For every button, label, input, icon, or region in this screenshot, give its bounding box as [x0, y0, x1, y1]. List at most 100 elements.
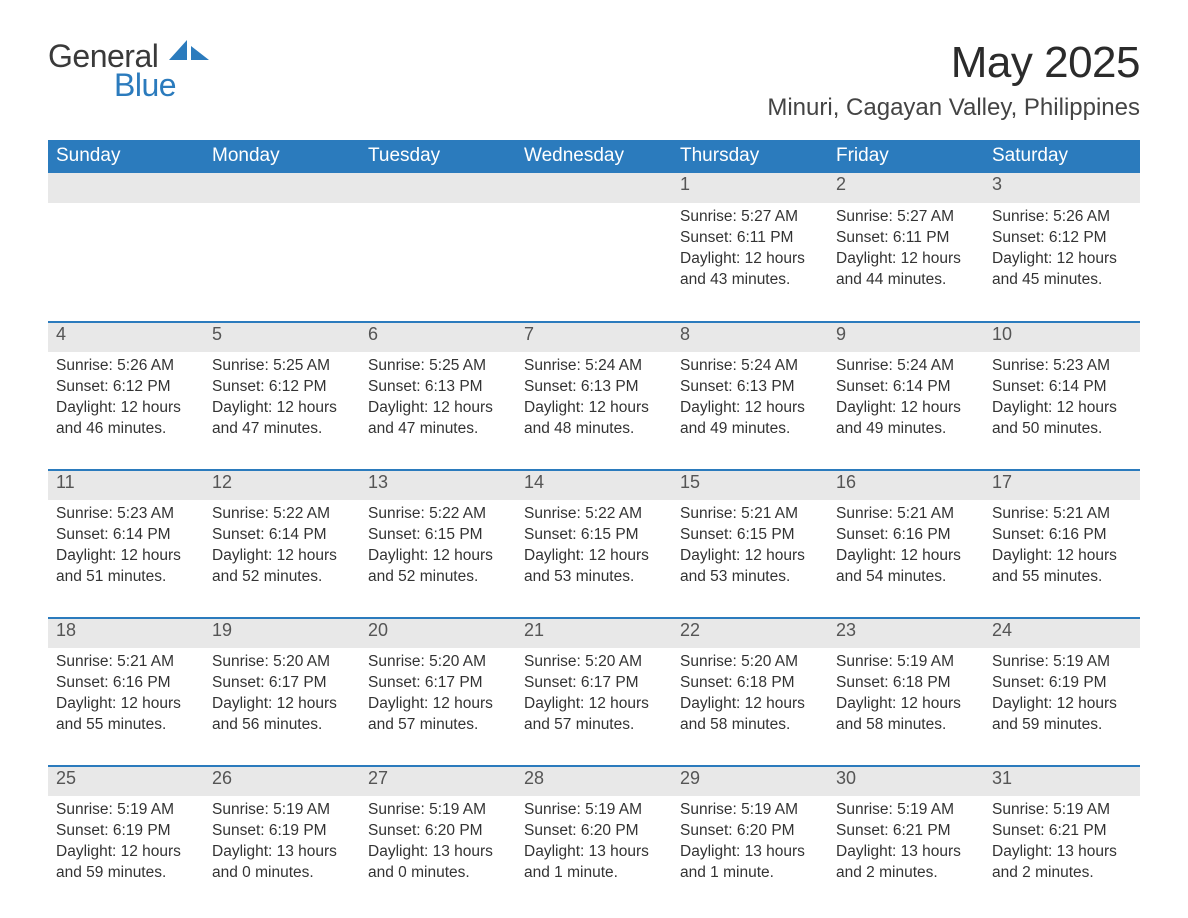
- day-cell: Sunrise: 5:24 AMSunset: 6:13 PMDaylight:…: [672, 352, 828, 449]
- sunset-line: Sunset: 6:20 PM: [680, 821, 822, 842]
- sunrise-line: Sunrise: 5:22 AM: [524, 504, 666, 525]
- daylight-line: Daylight: 12 hours and 59 minutes.: [56, 842, 198, 884]
- daylight-line: Daylight: 12 hours and 46 minutes.: [56, 398, 198, 440]
- dow-tuesday: Tuesday: [360, 140, 516, 173]
- day-number: 26: [204, 767, 360, 796]
- day-cell: Sunrise: 5:24 AMSunset: 6:14 PMDaylight:…: [828, 352, 984, 449]
- calendar: Sunday Monday Tuesday Wednesday Thursday…: [48, 140, 1140, 893]
- daylight-line: Daylight: 12 hours and 54 minutes.: [836, 546, 978, 588]
- daylight-line: Daylight: 12 hours and 57 minutes.: [524, 694, 666, 736]
- day-cell: Sunrise: 5:19 AMSunset: 6:20 PMDaylight:…: [360, 796, 516, 893]
- sunset-line: Sunset: 6:12 PM: [56, 377, 198, 398]
- title-block: May 2025 Minuri, Cagayan Valley, Philipp…: [767, 38, 1140, 122]
- day-cell: Sunrise: 5:23 AMSunset: 6:14 PMDaylight:…: [984, 352, 1140, 449]
- day-cell: Sunrise: 5:22 AMSunset: 6:14 PMDaylight:…: [204, 500, 360, 597]
- day-cell: Sunrise: 5:25 AMSunset: 6:13 PMDaylight:…: [360, 352, 516, 449]
- sunrise-line: Sunrise: 5:25 AM: [212, 356, 354, 377]
- day-number: 30: [828, 767, 984, 796]
- day-number: 4: [48, 323, 204, 352]
- day-number-strip: 45678910: [48, 323, 1140, 352]
- sunset-line: Sunset: 6:15 PM: [680, 525, 822, 546]
- sunset-line: Sunset: 6:17 PM: [368, 673, 510, 694]
- day-number: 8: [672, 323, 828, 352]
- month-title: May 2025: [767, 38, 1140, 88]
- sunset-line: Sunset: 6:14 PM: [212, 525, 354, 546]
- calendar-week: 45678910Sunrise: 5:26 AMSunset: 6:12 PMD…: [48, 321, 1140, 449]
- daylight-line: Daylight: 12 hours and 48 minutes.: [524, 398, 666, 440]
- day-cell: [48, 203, 204, 301]
- sunset-line: Sunset: 6:19 PM: [56, 821, 198, 842]
- sunrise-line: Sunrise: 5:22 AM: [212, 504, 354, 525]
- day-number: 20: [360, 619, 516, 648]
- daylight-line: Daylight: 12 hours and 58 minutes.: [680, 694, 822, 736]
- day-cell: Sunrise: 5:20 AMSunset: 6:17 PMDaylight:…: [360, 648, 516, 745]
- daylight-line: Daylight: 12 hours and 51 minutes.: [56, 546, 198, 588]
- daylight-line: Daylight: 13 hours and 1 minute.: [680, 842, 822, 884]
- sunset-line: Sunset: 6:17 PM: [524, 673, 666, 694]
- daylight-line: Daylight: 12 hours and 52 minutes.: [212, 546, 354, 588]
- day-number: 18: [48, 619, 204, 648]
- daylight-line: Daylight: 12 hours and 57 minutes.: [368, 694, 510, 736]
- calendar-week: 123Sunrise: 5:27 AMSunset: 6:11 PMDaylig…: [48, 173, 1140, 301]
- daylight-line: Daylight: 12 hours and 50 minutes.: [992, 398, 1134, 440]
- day-cell: Sunrise: 5:19 AMSunset: 6:19 PMDaylight:…: [984, 648, 1140, 745]
- sunrise-line: Sunrise: 5:20 AM: [680, 652, 822, 673]
- day-cell: Sunrise: 5:19 AMSunset: 6:19 PMDaylight:…: [48, 796, 204, 893]
- day-number: 3: [984, 173, 1140, 203]
- sunrise-line: Sunrise: 5:27 AM: [836, 207, 978, 228]
- sunset-line: Sunset: 6:13 PM: [524, 377, 666, 398]
- day-number-strip: 18192021222324: [48, 619, 1140, 648]
- sunset-line: Sunset: 6:13 PM: [368, 377, 510, 398]
- day-cell: Sunrise: 5:19 AMSunset: 6:19 PMDaylight:…: [204, 796, 360, 893]
- day-number: 22: [672, 619, 828, 648]
- sunrise-line: Sunrise: 5:19 AM: [212, 800, 354, 821]
- day-number: 21: [516, 619, 672, 648]
- day-cell: [516, 203, 672, 301]
- sunset-line: Sunset: 6:18 PM: [836, 673, 978, 694]
- day-number: [360, 173, 516, 203]
- day-cell: [204, 203, 360, 301]
- day-cell: Sunrise: 5:21 AMSunset: 6:16 PMDaylight:…: [984, 500, 1140, 597]
- day-number: 9: [828, 323, 984, 352]
- day-number-strip: 25262728293031: [48, 767, 1140, 796]
- day-number-strip: 11121314151617: [48, 471, 1140, 500]
- daylight-line: Daylight: 13 hours and 0 minutes.: [212, 842, 354, 884]
- sunrise-line: Sunrise: 5:24 AM: [524, 356, 666, 377]
- day-cell: Sunrise: 5:22 AMSunset: 6:15 PMDaylight:…: [516, 500, 672, 597]
- daylight-line: Daylight: 12 hours and 43 minutes.: [680, 249, 822, 291]
- sunset-line: Sunset: 6:11 PM: [836, 228, 978, 249]
- daylight-line: Daylight: 12 hours and 55 minutes.: [56, 694, 198, 736]
- sunrise-line: Sunrise: 5:19 AM: [680, 800, 822, 821]
- sunrise-line: Sunrise: 5:23 AM: [992, 356, 1134, 377]
- sunset-line: Sunset: 6:14 PM: [992, 377, 1134, 398]
- day-number: 17: [984, 471, 1140, 500]
- daylight-line: Daylight: 12 hours and 53 minutes.: [680, 546, 822, 588]
- dow-saturday: Saturday: [984, 140, 1140, 173]
- day-number: [48, 173, 204, 203]
- sunset-line: Sunset: 6:12 PM: [212, 377, 354, 398]
- day-cell: Sunrise: 5:19 AMSunset: 6:18 PMDaylight:…: [828, 648, 984, 745]
- sunrise-line: Sunrise: 5:19 AM: [992, 800, 1134, 821]
- sunrise-line: Sunrise: 5:19 AM: [524, 800, 666, 821]
- sunrise-line: Sunrise: 5:20 AM: [524, 652, 666, 673]
- day-number: 31: [984, 767, 1140, 796]
- sunset-line: Sunset: 6:13 PM: [680, 377, 822, 398]
- daylight-line: Daylight: 12 hours and 45 minutes.: [992, 249, 1134, 291]
- daylight-line: Daylight: 12 hours and 44 minutes.: [836, 249, 978, 291]
- sunset-line: Sunset: 6:19 PM: [212, 821, 354, 842]
- sunset-line: Sunset: 6:21 PM: [836, 821, 978, 842]
- day-cell: Sunrise: 5:19 AMSunset: 6:21 PMDaylight:…: [984, 796, 1140, 893]
- sunset-line: Sunset: 6:16 PM: [992, 525, 1134, 546]
- day-number: 2: [828, 173, 984, 203]
- sunset-line: Sunset: 6:20 PM: [524, 821, 666, 842]
- dow-friday: Friday: [828, 140, 984, 173]
- daylight-line: Daylight: 12 hours and 49 minutes.: [680, 398, 822, 440]
- sunset-line: Sunset: 6:14 PM: [56, 525, 198, 546]
- sunrise-line: Sunrise: 5:19 AM: [992, 652, 1134, 673]
- day-number: 14: [516, 471, 672, 500]
- day-number: 25: [48, 767, 204, 796]
- day-number: 10: [984, 323, 1140, 352]
- day-number: 12: [204, 471, 360, 500]
- calendar-week: 25262728293031Sunrise: 5:19 AMSunset: 6:…: [48, 765, 1140, 893]
- sunset-line: Sunset: 6:14 PM: [836, 377, 978, 398]
